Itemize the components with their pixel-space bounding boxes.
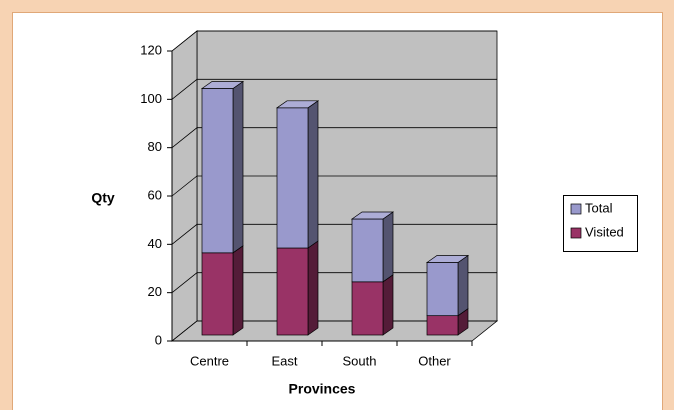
bar-side	[457, 254, 469, 317]
legend-label: Visited	[585, 224, 624, 239]
grid-line	[171, 223, 497, 245]
bar-side	[307, 240, 319, 336]
grid-line	[171, 175, 497, 197]
bar-side	[232, 245, 244, 336]
bar-side	[382, 274, 394, 336]
y-tick-label: 40	[148, 236, 162, 251]
bar-top	[350, 211, 395, 220]
legend-swatch	[570, 203, 582, 215]
grid-line	[171, 320, 497, 342]
bar	[426, 315, 459, 336]
grid-line	[171, 272, 497, 293]
x-tick-label: East	[271, 353, 297, 368]
grid-line	[171, 78, 497, 100]
y-axis-label: Qty	[91, 190, 115, 206]
x-axis-label: Provinces	[289, 381, 356, 397]
grid-line	[171, 127, 497, 148]
y-tick-label: 0	[155, 332, 162, 347]
bar	[201, 88, 234, 254]
bar	[351, 281, 384, 336]
x-tick-label: South	[343, 353, 377, 368]
y-tick-label: 80	[148, 139, 162, 154]
bar-side	[382, 211, 394, 283]
y-tick-label: 120	[140, 42, 162, 57]
bar-top	[200, 81, 245, 89]
y-tick-label: 20	[148, 284, 162, 299]
bar	[351, 218, 384, 283]
y-tick-label: 60	[148, 187, 162, 202]
bar-top	[425, 255, 470, 263]
bar	[426, 262, 459, 317]
grid-line	[171, 30, 497, 52]
legend-label: Total	[585, 200, 613, 215]
bar	[276, 247, 309, 336]
legend-swatch	[570, 227, 582, 239]
bar-side	[232, 80, 244, 254]
bar-side	[307, 100, 319, 249]
bar	[201, 252, 234, 336]
x-tick-label: Centre	[190, 353, 229, 368]
x-tick-label: Other	[418, 353, 451, 368]
bar	[276, 107, 309, 249]
y-tick-label: 100	[140, 91, 162, 106]
bar-top	[275, 100, 320, 109]
